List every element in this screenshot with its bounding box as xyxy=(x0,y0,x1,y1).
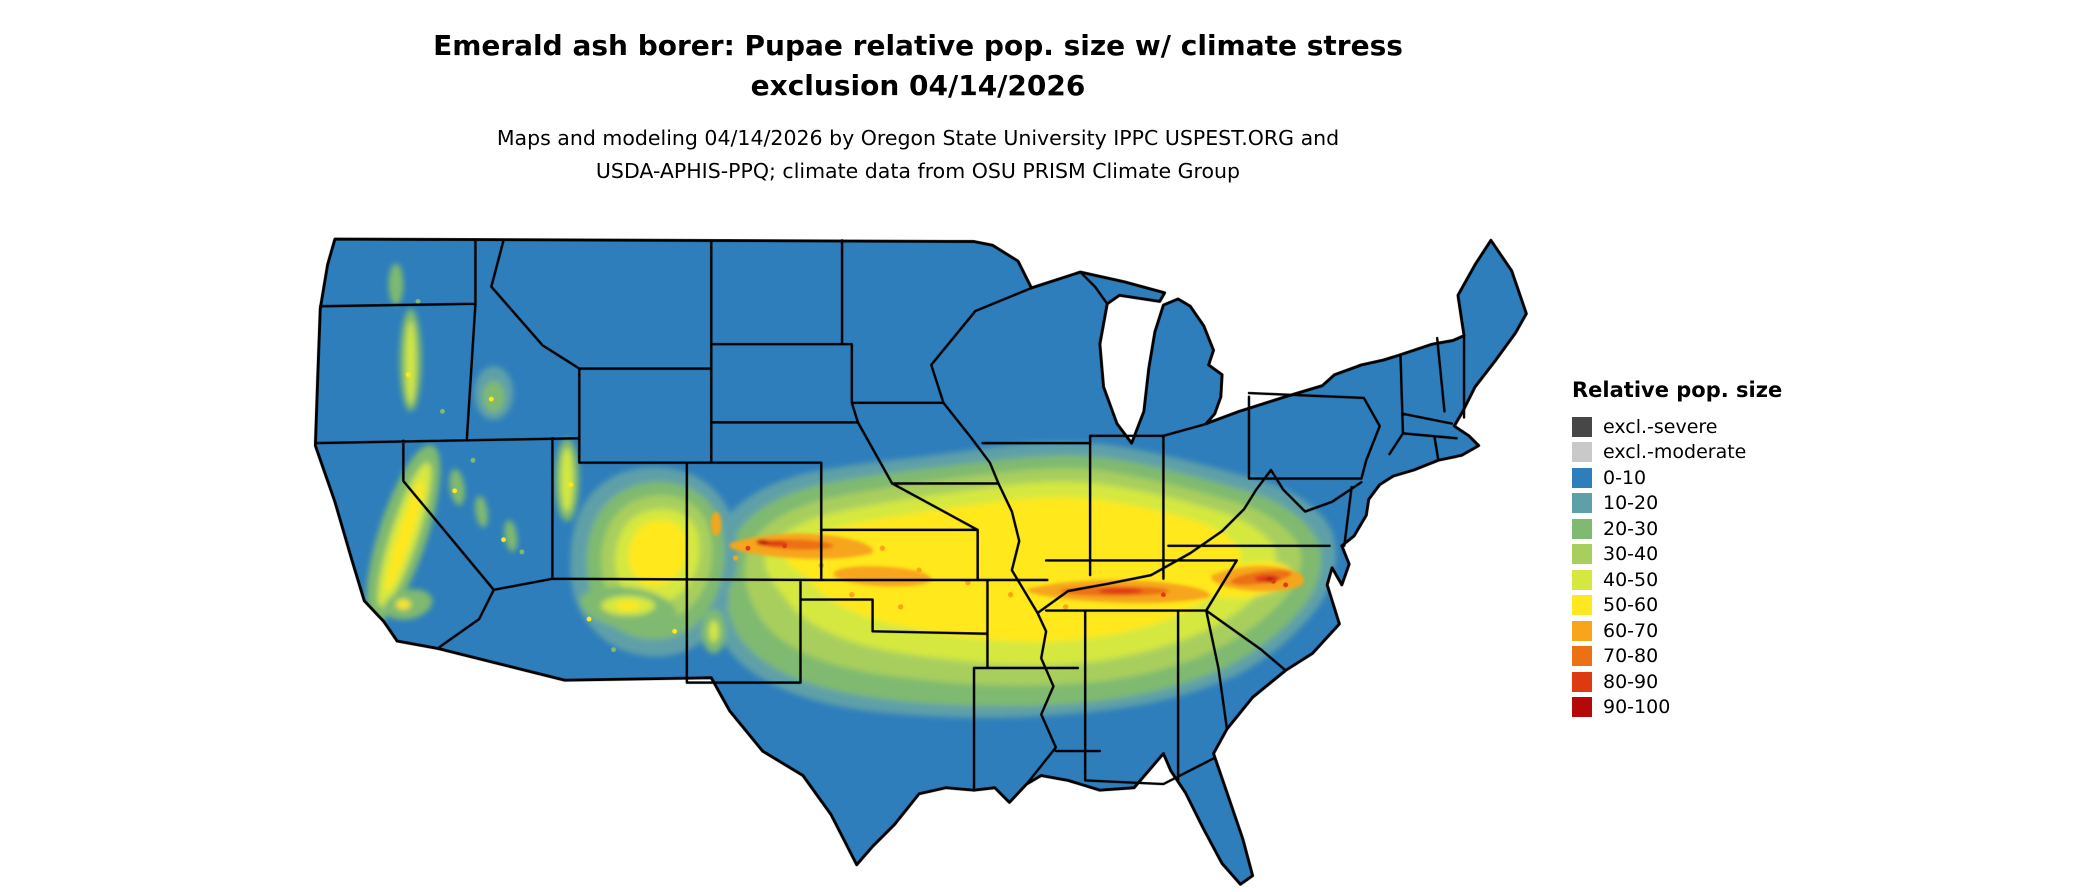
nm-range-3 xyxy=(728,577,748,612)
legend-row: excl.-moderate xyxy=(1572,440,1782,466)
legend: Relative pop. size excl.-severe excl.-mo… xyxy=(1572,378,1782,720)
idaho-20-30 xyxy=(482,380,505,413)
west-50-60 xyxy=(628,520,687,586)
streak-60-70-ok xyxy=(833,566,932,587)
legend-label: excl.-severe xyxy=(1603,415,1718,438)
legend-label: 70-80 xyxy=(1603,645,1659,668)
legend-row: 90-100 xyxy=(1572,695,1782,721)
title-line-2: exclusion 04/14/2026 xyxy=(750,69,1086,102)
legend-label: 50-60 xyxy=(1603,594,1659,617)
speckles-red xyxy=(745,543,1289,598)
socal-50-60 xyxy=(395,599,411,610)
legend-label: 0-10 xyxy=(1603,466,1647,489)
cascades-40-50 xyxy=(405,320,416,405)
us-outline xyxy=(313,237,1528,886)
legend-label: 20-30 xyxy=(1603,517,1659,540)
legend-swatch-80-90 xyxy=(1572,671,1592,692)
legend-row: 10-20 xyxy=(1572,491,1782,517)
subtitle-line-1: Maps and modeling 04/14/2026 by Oregon S… xyxy=(496,126,1340,150)
legend-row: 30-40 xyxy=(1572,542,1782,568)
legend-label: 60-70 xyxy=(1603,619,1659,642)
legend-label: 10-20 xyxy=(1603,492,1659,515)
legend-swatch-excl-moderate xyxy=(1572,442,1592,463)
streak-80-90-tn xyxy=(1098,587,1143,595)
legend-swatch-70-80 xyxy=(1572,646,1592,667)
legend-swatch-excl-severe xyxy=(1572,416,1592,437)
legend-label: excl.-moderate xyxy=(1603,441,1747,464)
legend-row: 70-80 xyxy=(1572,644,1782,670)
legend-swatch-10-20 xyxy=(1572,493,1592,514)
nm-range-2 xyxy=(708,620,719,643)
nv-range-2 xyxy=(475,495,488,528)
wasatch-40-50 xyxy=(560,448,574,512)
speckles-orange xyxy=(733,545,1069,610)
title-line-1: Emerald ash borer: Pupae relative pop. s… xyxy=(433,29,1403,62)
us-population-map xyxy=(313,237,1528,886)
sierra-50-60 xyxy=(385,480,424,592)
mogollon-50-60 xyxy=(615,600,641,611)
legend-row: 0-10 xyxy=(1572,465,1782,491)
legend-swatch-90-100 xyxy=(1572,697,1592,718)
nv-range-3 xyxy=(504,520,518,552)
subtitle-line-2: USDA-APHIS-PPQ; climate data from OSU PR… xyxy=(595,159,1241,183)
speckles-yellow xyxy=(405,372,678,634)
legend-swatch-20-30 xyxy=(1572,518,1592,539)
legend-swatch-50-60 xyxy=(1572,595,1592,616)
streak-90-100-ks xyxy=(756,539,769,545)
legend-swatch-0-10 xyxy=(1572,467,1592,488)
legend-row: 50-60 xyxy=(1572,593,1782,619)
legend-row: 80-90 xyxy=(1572,669,1782,695)
legend-row: 60-70 xyxy=(1572,618,1782,644)
legend-swatch-40-50 xyxy=(1572,569,1592,590)
legend-row: 20-30 xyxy=(1572,516,1782,542)
raster-speckles xyxy=(405,298,1289,653)
legend-title: Relative pop. size xyxy=(1572,378,1783,402)
streak-60-70-co xyxy=(711,511,722,537)
legend-label: 30-40 xyxy=(1603,543,1659,566)
figure-title: Emerald ash borer: Pupae relative pop. s… xyxy=(0,26,1836,106)
nv-range-1 xyxy=(449,468,465,506)
legend-swatch-30-40 xyxy=(1572,544,1592,565)
legend-swatch-60-70 xyxy=(1572,620,1592,641)
figure-subtitle: Maps and modeling 04/14/2026 by Oregon S… xyxy=(0,122,1836,188)
legend-row: 40-50 xyxy=(1572,567,1782,593)
state-borders xyxy=(314,239,1466,789)
speckles-green xyxy=(415,298,616,653)
legend-label: 80-90 xyxy=(1603,670,1659,693)
wa-cascades xyxy=(388,263,404,306)
legend-row: excl.-severe xyxy=(1572,414,1782,440)
legend-label: 90-100 xyxy=(1603,696,1671,719)
legend-label: 40-50 xyxy=(1603,568,1659,591)
